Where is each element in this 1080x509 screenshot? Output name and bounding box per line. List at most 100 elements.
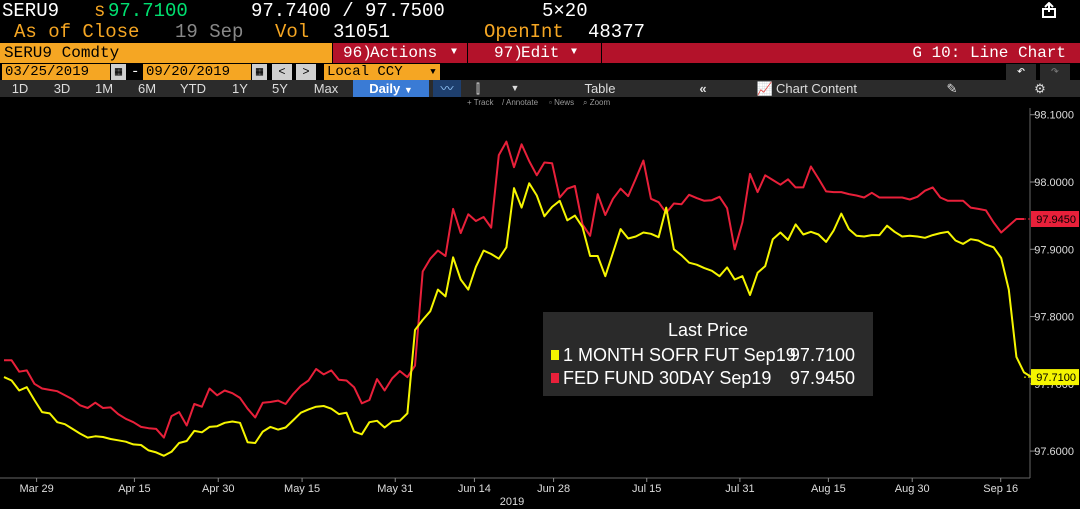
tab-daily-label: Daily bbox=[369, 81, 401, 96]
x-tick-label: Aug 30 bbox=[895, 483, 930, 495]
security-field[interactable]: SERU9 Comdty bbox=[0, 43, 332, 63]
track-label: Track bbox=[473, 98, 494, 107]
legend-name: 1 MONTH SOFR FUT Sep19 bbox=[563, 345, 796, 365]
legend-name: FED FUND 30DAY Sep19 bbox=[563, 368, 772, 388]
calendar-icon[interactable]: ▦ bbox=[111, 64, 126, 80]
quote-bar: SERU9 s 97.7100 97.7400 / 97.7500 5×20 bbox=[0, 0, 1080, 22]
tab-max[interactable]: Max bbox=[313, 81, 339, 96]
end-date-field[interactable]: 09/20/2019 bbox=[143, 64, 251, 80]
tab-1y[interactable]: 1Y bbox=[232, 81, 248, 96]
x-tick-label: Jun 28 bbox=[537, 483, 570, 495]
openint-label: OpenInt bbox=[484, 21, 564, 43]
legend-value: 97.9450 bbox=[789, 368, 855, 388]
close-info-bar: As of Close 19 Sep Vol 31051 OpenInt 483… bbox=[0, 22, 1080, 42]
legend-title: Last Price bbox=[667, 320, 749, 340]
menu-bar: SERU9 Comdty 96) Actions ▼ 97) Edit ▼ G … bbox=[0, 43, 1080, 63]
table-button[interactable]: Table bbox=[584, 81, 616, 96]
legend-swatch bbox=[551, 373, 559, 383]
x-year-label: 2019 bbox=[500, 496, 524, 508]
as-of-date: 19 Sep bbox=[175, 21, 244, 43]
x-tick-label: May 31 bbox=[377, 483, 413, 495]
chevron-down-icon: ▼ bbox=[403, 85, 413, 95]
period-tabs: 1D 3D 1M 6M YTD 1Y 5Y Max Daily ▼ 〰 ⫿ ▼ … bbox=[0, 80, 1080, 97]
next-arrow-icon[interactable]: > bbox=[296, 64, 316, 80]
x-tick-label: Jun 14 bbox=[458, 483, 491, 495]
x-tick-label: Sep 16 bbox=[983, 483, 1018, 495]
last-value-tag bbox=[1031, 369, 1079, 386]
tab-5y[interactable]: 5Y bbox=[272, 81, 288, 96]
tab-ytd[interactable]: YTD bbox=[180, 81, 206, 96]
undo-icon[interactable]: ↶ bbox=[1006, 64, 1036, 80]
line-chart-icon[interactable]: 〰 bbox=[433, 80, 461, 97]
x-tick-label: Apr 30 bbox=[202, 483, 234, 495]
series-line-fedfund bbox=[4, 140, 1024, 439]
zoom-tool[interactable]: ⌕ Zoom bbox=[583, 98, 611, 107]
collapse-icon[interactable]: « bbox=[699, 81, 707, 96]
chevron-down-icon[interactable]: ▼ bbox=[510, 83, 520, 93]
chevron-down-icon[interactable]: ▼ bbox=[426, 64, 440, 80]
annotate-label: Annotate bbox=[506, 98, 539, 107]
series-line-sofr bbox=[3, 182, 1040, 457]
bar-style-icon[interactable]: ⫿ bbox=[475, 81, 481, 96]
x-tick-label: Aug 15 bbox=[811, 483, 846, 495]
last-prefix: s bbox=[94, 0, 106, 22]
date-dash: - bbox=[131, 64, 140, 80]
currency-select[interactable]: Local CCY bbox=[324, 64, 426, 80]
chart-content-button[interactable]: Chart Content bbox=[776, 81, 857, 96]
x-tick-label: Mar 29 bbox=[19, 483, 53, 495]
tab-3d[interactable]: 3D bbox=[53, 81, 71, 96]
last-value-label: 97.7100 bbox=[1036, 372, 1076, 384]
x-tick-label: May 15 bbox=[284, 483, 320, 495]
actions-label: Actions bbox=[370, 44, 438, 62]
actions-menu[interactable]: 96) Actions ▼ bbox=[333, 43, 467, 63]
redo-icon[interactable]: ↷ bbox=[1040, 64, 1070, 80]
legend-value: 97.7100 bbox=[789, 345, 855, 365]
edit-label: Edit bbox=[521, 44, 560, 62]
function-label: G 10: Line Chart bbox=[912, 44, 1066, 62]
last-price: 97.7100 bbox=[108, 0, 188, 22]
legend-item-fedfund: FED FUND 30DAY Sep19 97.9450 bbox=[551, 368, 865, 389]
y-tick-label: 98.0000 bbox=[1034, 177, 1074, 189]
y-tick-label: 97.6000 bbox=[1034, 446, 1074, 458]
as-of-label: As of Close bbox=[14, 21, 140, 43]
legend: Last Price 1 MONTH SOFR FUT Sep19 97.710… bbox=[543, 312, 873, 396]
chart-content-icon: 📈 bbox=[756, 81, 774, 96]
zoom-label: Zoom bbox=[589, 98, 611, 107]
bid-ask: 97.7400 / 97.7500 bbox=[251, 0, 445, 22]
vol-value: 31051 bbox=[333, 21, 391, 43]
start-date-field[interactable]: 03/25/2019 bbox=[2, 64, 110, 80]
edit-num: 97) bbox=[494, 44, 523, 62]
chevron-down-icon: ▼ bbox=[571, 47, 578, 58]
function-title: G 10: Line Chart bbox=[602, 43, 1080, 63]
export-icon[interactable] bbox=[1042, 1, 1056, 18]
chevron-down-icon: ▼ bbox=[451, 47, 458, 58]
x-tick-label: Apr 15 bbox=[118, 483, 150, 495]
tool-hints: + Track / Annotate ▫ News ⌕ Zoom bbox=[0, 97, 1080, 108]
ticker-label: SERU9 bbox=[2, 0, 60, 22]
vol-label: Vol bbox=[275, 21, 310, 43]
calendar-icon[interactable]: ▦ bbox=[252, 64, 267, 80]
news-label: News bbox=[554, 98, 575, 107]
prev-arrow-icon[interactable]: < bbox=[272, 64, 292, 80]
tab-1m[interactable]: 1M bbox=[94, 81, 114, 96]
annotate-tool[interactable]: / Annotate bbox=[502, 98, 539, 107]
last-value-label: 97.9450 bbox=[1036, 214, 1076, 226]
line-chart[interactable]: 98.100098.000097.900097.800097.700097.60… bbox=[0, 108, 1080, 509]
y-tick-label: 97.9000 bbox=[1034, 244, 1074, 256]
tab-1d[interactable]: 1D bbox=[11, 81, 29, 96]
tab-6m[interactable]: 6M bbox=[137, 81, 157, 96]
last-value-tag bbox=[1031, 211, 1079, 227]
track-tool[interactable]: + Track bbox=[467, 98, 494, 107]
x-tick-label: Jul 15 bbox=[632, 483, 661, 495]
news-tool[interactable]: ▫ News bbox=[549, 98, 575, 107]
legend-item-sofr: 1 MONTH SOFR FUT Sep19 97.7100 bbox=[551, 345, 865, 366]
y-tick-label: 97.8000 bbox=[1034, 312, 1074, 324]
gear-icon[interactable]: ⚙ bbox=[1034, 81, 1046, 96]
edit-pencil-icon[interactable]: ✎ bbox=[946, 81, 958, 96]
legend-swatch bbox=[551, 350, 559, 360]
edit-menu[interactable]: 97) Edit ▼ bbox=[468, 43, 601, 63]
openint-value: 48377 bbox=[588, 21, 646, 43]
actions-num: 96) bbox=[343, 44, 372, 62]
y-tick-label: 98.1000 bbox=[1034, 110, 1074, 122]
tab-daily[interactable]: Daily ▼ bbox=[353, 80, 429, 97]
